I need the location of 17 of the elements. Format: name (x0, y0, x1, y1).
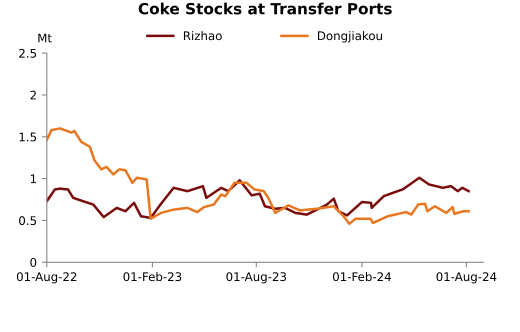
legend-label: Rizhao (184, 31, 222, 40)
x-tick-label: 01-Aug-23 (226, 272, 286, 284)
x-tick-label: 01-Aug-24 (436, 272, 496, 284)
line-series (46, 176, 470, 220)
y-axis-title: Mt (38, 34, 52, 42)
legend-label: Dongjiakou (318, 31, 382, 42)
x-tick-label: 01-Aug-22 (16, 272, 76, 284)
y-tick-label: 1.5 (20, 132, 36, 142)
y-tick-label: 2.5 (19, 48, 36, 58)
chart-title: Coke Stocks at Transfer Ports (138, 2, 392, 14)
y-tick-label: 1 (30, 174, 36, 184)
line-series (46, 127, 470, 226)
y-tick-label: 0.5 (19, 216, 36, 226)
y-tick-label: 0 (30, 258, 36, 267)
y-tick-label: 2 (30, 90, 36, 100)
x-tick-label: 01-Feb-24 (332, 272, 391, 282)
x-tick-label: 01-Feb-23 (123, 272, 182, 282)
